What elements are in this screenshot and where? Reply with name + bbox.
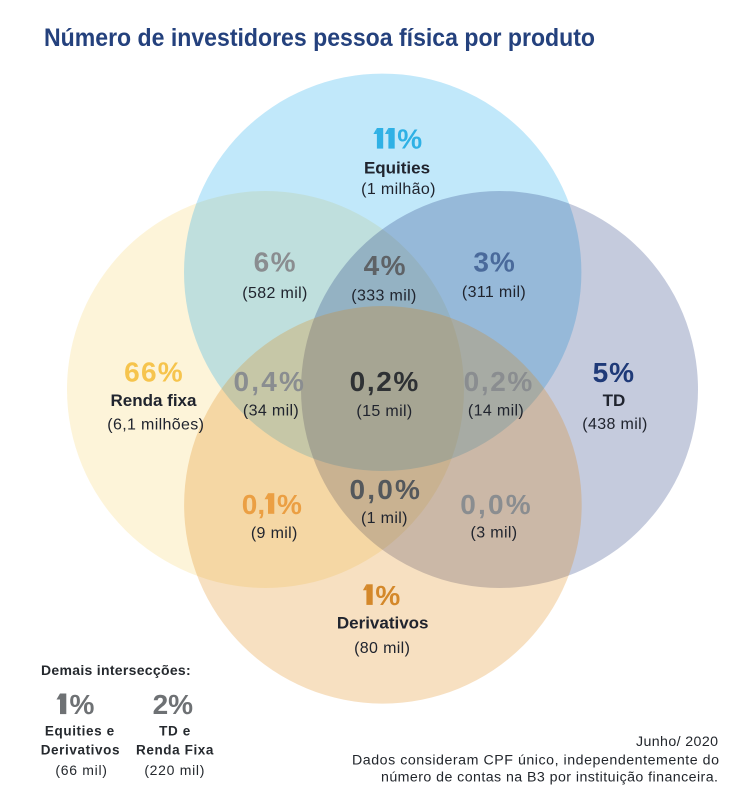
svg-text:0,0%: 0,0%: [349, 474, 422, 505]
svg-text:Dados consideram CPF único, in: Dados consideram CPF único, independente…: [352, 752, 719, 768]
svg-text:%: %: [375, 580, 400, 611]
svg-text:Equities e: Equities e: [45, 724, 115, 739]
svg-text:TD: TD: [603, 391, 626, 410]
svg-text:0,2%: 0,2%: [464, 366, 534, 397]
svg-text:Demais intersecções:: Demais intersecções:: [41, 662, 191, 678]
svg-text:número de contas na B3 por ins: número de contas na B3 por instituição f…: [381, 769, 718, 785]
svg-text:4%: 4%: [364, 250, 407, 281]
svg-text:(66 mil): (66 mil): [55, 762, 107, 778]
svg-text:Renda fixa: Renda fixa: [111, 391, 198, 410]
svg-text:6%: 6%: [254, 246, 297, 277]
svg-text:(311 mil): (311 mil): [462, 284, 526, 301]
svg-text:(9 mil): (9 mil): [251, 525, 298, 542]
svg-text:(15 mil): (15 mil): [356, 403, 412, 420]
svg-text:(6,1 milhões): (6,1 milhões): [107, 417, 204, 434]
svg-text:Derivativos: Derivativos: [337, 613, 429, 632]
svg-text:5%: 5%: [593, 357, 635, 388]
svg-text:%: %: [70, 689, 95, 720]
svg-text:2%: 2%: [153, 689, 194, 720]
svg-text:0,0%: 0,0%: [460, 489, 533, 520]
svg-text:(80 mil): (80 mil): [354, 640, 410, 657]
svg-text:(438 mil): (438 mil): [582, 416, 647, 433]
svg-text:Número de investidores pessoa: Número de investidores pessoa física por…: [44, 24, 595, 52]
svg-text:66%: 66%: [124, 356, 184, 387]
svg-text:(1 mil): (1 mil): [361, 510, 408, 527]
svg-text:TD e: TD e: [159, 724, 191, 739]
svg-text:Renda Fixa: Renda Fixa: [136, 743, 214, 758]
svg-text:3%: 3%: [473, 247, 515, 278]
svg-text:(3 mil): (3 mil): [471, 525, 518, 542]
svg-text:(333 mil): (333 mil): [351, 287, 416, 304]
svg-text:Junho/ 2020: Junho/ 2020: [636, 734, 718, 750]
svg-text:(1 milhão): (1 milhão): [361, 181, 436, 198]
svg-text:0,4%: 0,4%: [233, 366, 306, 397]
svg-text:Derivativos: Derivativos: [41, 743, 120, 758]
svg-text:(34 mil): (34 mil): [243, 402, 299, 419]
svg-text:%: %: [277, 489, 302, 520]
svg-text:0,: 0,: [242, 489, 265, 520]
svg-text:%: %: [397, 124, 422, 155]
svg-text:(14 mil): (14 mil): [468, 403, 524, 420]
svg-text:(582 mil): (582 mil): [242, 285, 307, 302]
svg-text:Equities: Equities: [364, 158, 430, 177]
svg-text:(220 mil): (220 mil): [144, 762, 205, 778]
svg-text:0,2%: 0,2%: [350, 366, 420, 397]
